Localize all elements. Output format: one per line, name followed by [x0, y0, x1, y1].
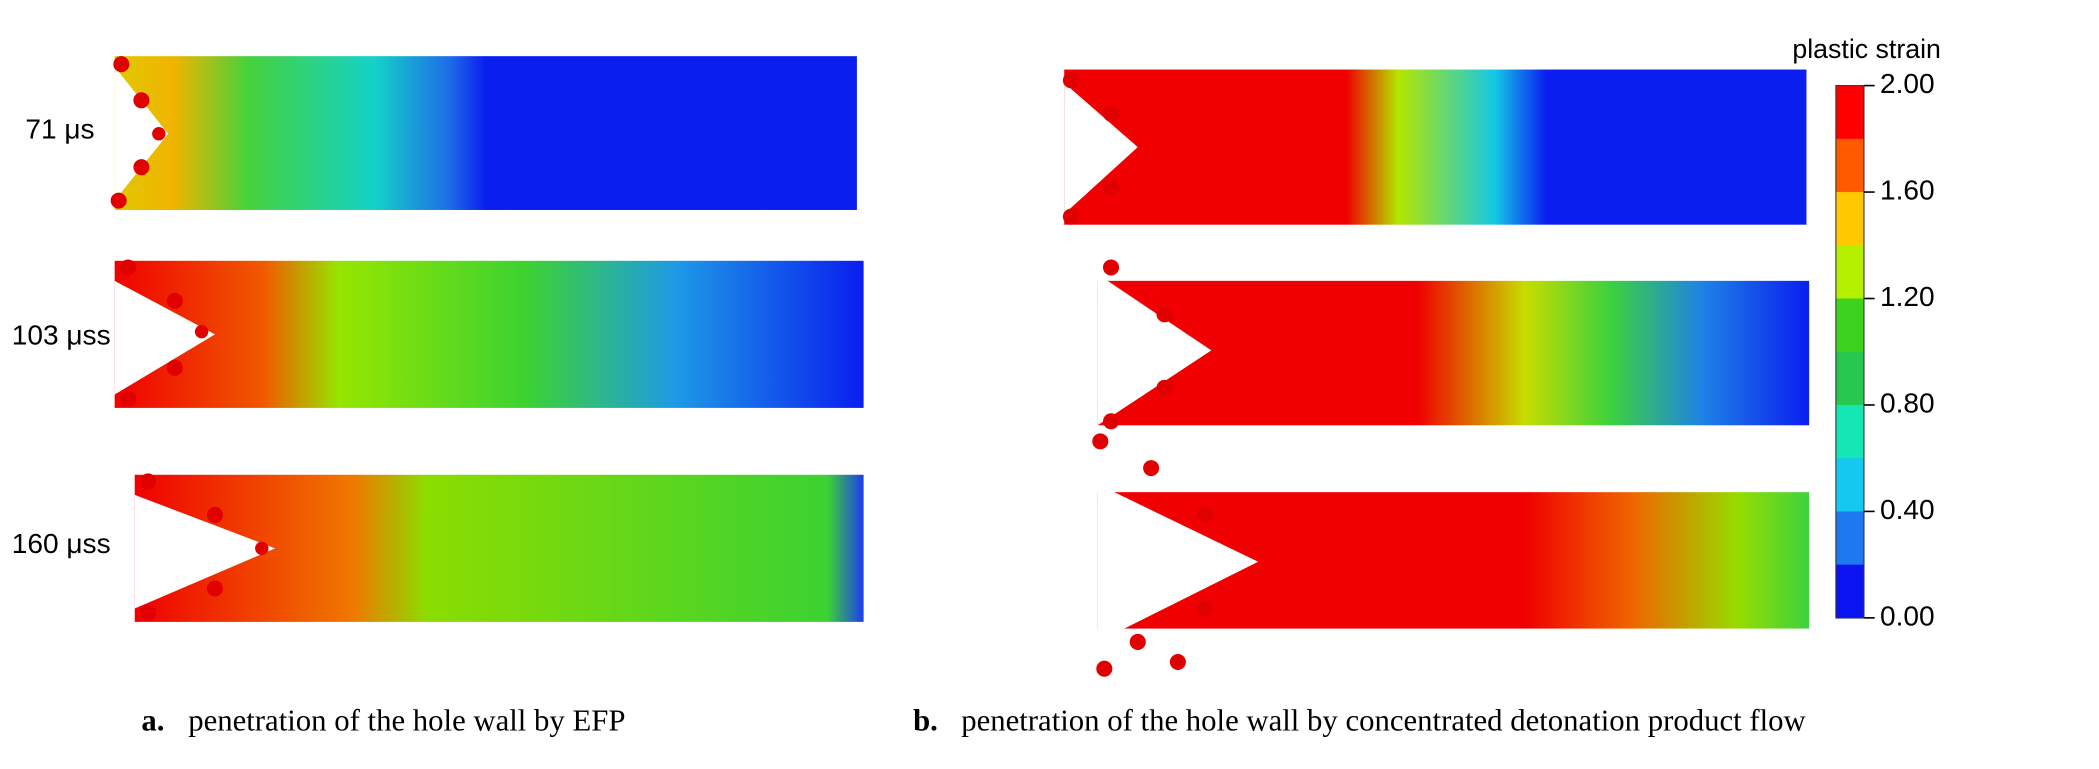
colorbar: 2.00 1.60 1.20 0.80 0.40 0.00 — [1835, 68, 1935, 631]
notch — [1097, 274, 1212, 426]
caption-letter: b. — [913, 704, 938, 738]
tick-label: 2.00 — [1880, 68, 1935, 99]
colorbar-segment — [1835, 85, 1864, 140]
tick-label: 1.60 — [1880, 174, 1935, 205]
colorbar-frame — [1835, 85, 1865, 619]
tick-label: 0.40 — [1880, 494, 1935, 525]
panel — [114, 56, 857, 210]
colorbar-segment — [1835, 404, 1864, 459]
notch — [114, 66, 169, 201]
colorbar-segment — [1835, 298, 1864, 353]
colorbar-segment — [1835, 458, 1864, 513]
simulation-panels — [110, 56, 1810, 677]
time-label: 71 μs — [25, 113, 94, 144]
time-label: 103 μss — [12, 319, 111, 350]
debris — [110, 56, 1213, 677]
tick-label: 0.00 — [1880, 600, 1935, 631]
panel — [1097, 280, 1810, 426]
colorbar-segment — [1835, 245, 1864, 300]
caption-letter: a. — [141, 704, 164, 738]
colorbar-segment — [1835, 351, 1864, 406]
notch — [1064, 82, 1138, 214]
caption: penetration of the hole wall by EFP — [188, 704, 625, 738]
colorbar-segment — [1835, 564, 1864, 619]
colorbar-title: plastic strain — [1792, 34, 1941, 64]
notch — [114, 280, 215, 395]
panel — [1064, 69, 1807, 225]
tick-label: 1.20 — [1880, 281, 1935, 312]
colorbar-segment — [1835, 138, 1864, 193]
caption: penetration of the hole wall by concentr… — [961, 704, 1806, 738]
tick-label: 0.80 — [1880, 387, 1935, 418]
notch — [1097, 484, 1259, 642]
colorbar-segment — [1835, 192, 1864, 246]
panel — [114, 260, 864, 408]
colorbar-segment — [1835, 511, 1864, 566]
time-label: 160 μss — [12, 528, 111, 559]
notch — [134, 494, 276, 609]
